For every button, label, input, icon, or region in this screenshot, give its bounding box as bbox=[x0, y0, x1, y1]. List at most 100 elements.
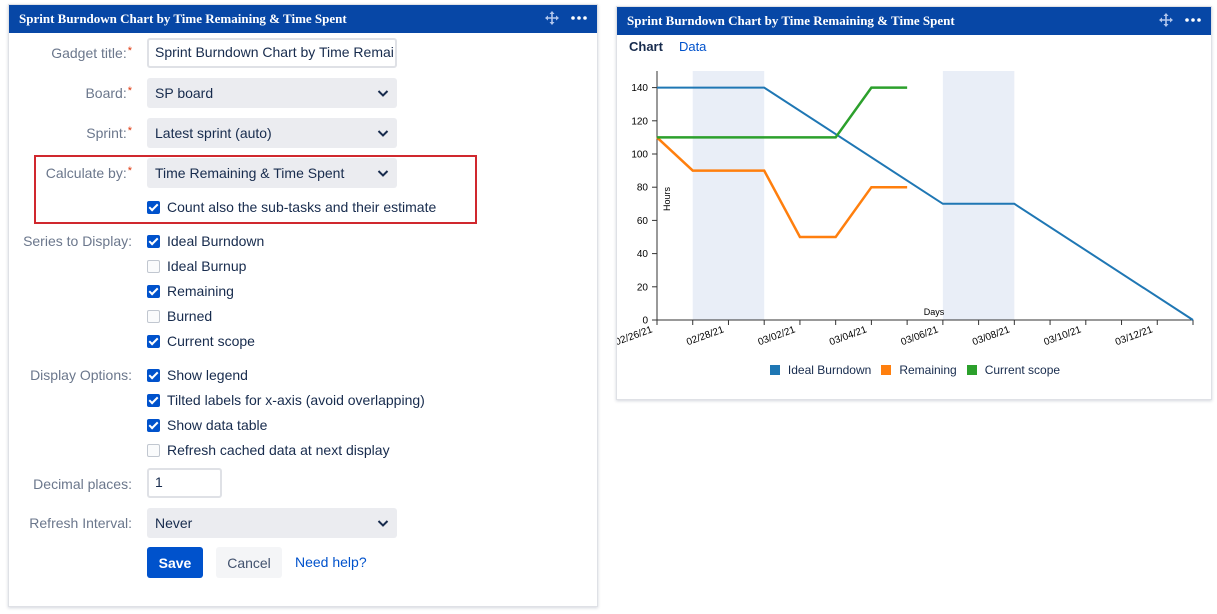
series-checkbox-label: Ideal Burndown bbox=[167, 233, 265, 249]
decimal-places-input[interactable]: 1 bbox=[147, 468, 222, 498]
series-checkbox-label: Current scope bbox=[167, 333, 255, 349]
weekend-band bbox=[942, 71, 1015, 320]
more-icon[interactable] bbox=[571, 16, 587, 20]
gadget-config-panel: Sprint Burndown Chart by Time Remaining … bbox=[8, 4, 598, 607]
option-label: Show legend bbox=[167, 367, 248, 383]
legend-label: Current scope bbox=[984, 363, 1061, 377]
checkbox-unchecked-icon bbox=[147, 259, 160, 273]
board-select-value: SP board bbox=[155, 85, 214, 101]
checkbox-checked-icon bbox=[147, 200, 160, 214]
calculate-by-select[interactable]: Time Remaining & Time Spent bbox=[147, 158, 397, 188]
need-help-link[interactable]: Need help? bbox=[295, 554, 367, 570]
legend-label: Remaining bbox=[899, 363, 957, 377]
weekend-band bbox=[692, 71, 765, 320]
x-tick-label: 03/12/21 bbox=[1114, 324, 1155, 348]
series-checkbox-remaining[interactable]: Remaining bbox=[147, 283, 234, 299]
legend-item: Ideal Burndown bbox=[769, 363, 872, 377]
move-icon[interactable] bbox=[1159, 13, 1173, 27]
refresh-interval-label: Refresh Interval: bbox=[29, 515, 132, 531]
cancel-button[interactable]: Cancel bbox=[216, 547, 282, 578]
series-checkbox-current-scope[interactable]: Current scope bbox=[147, 333, 255, 349]
y-tick-label: 0 bbox=[642, 316, 648, 327]
legend-label: Ideal Burndown bbox=[787, 363, 872, 377]
chevron-down-icon bbox=[377, 86, 389, 102]
checkbox-checked-icon bbox=[147, 368, 160, 382]
more-icon[interactable] bbox=[1185, 18, 1201, 22]
y-tick-label: 80 bbox=[637, 183, 649, 194]
move-icon[interactable] bbox=[545, 11, 559, 25]
subtasks-checkbox[interactable]: Count also the sub-tasks and their estim… bbox=[147, 199, 436, 215]
series-line-ideal-burndown bbox=[657, 86, 1194, 321]
x-tick-label: 03/08/21 bbox=[971, 324, 1012, 348]
x-tick-label: 02/28/21 bbox=[685, 324, 726, 348]
checkbox-checked-icon bbox=[147, 284, 160, 298]
board-label: Board:* bbox=[85, 85, 132, 101]
series-checkbox-ideal-burndown[interactable]: Ideal Burndown bbox=[147, 233, 264, 249]
checkbox-unchecked-icon bbox=[147, 443, 160, 457]
y-tick-label: 40 bbox=[637, 249, 649, 260]
x-axis-title: Days bbox=[924, 307, 945, 317]
x-tick-label: 03/02/21 bbox=[757, 324, 798, 348]
option-label: Refresh cached data at next display bbox=[167, 442, 390, 458]
chart-legend: Ideal Burndown Remaining Current scope bbox=[617, 363, 1213, 377]
y-tick-label: 60 bbox=[637, 216, 649, 227]
series-checkbox-label: Remaining bbox=[167, 283, 234, 299]
sprint-label: Sprint:* bbox=[86, 125, 132, 141]
legend-swatch bbox=[769, 365, 780, 375]
chevron-down-icon bbox=[377, 516, 389, 532]
series-checkbox-burned[interactable]: Burned bbox=[147, 308, 212, 324]
refresh-interval-value: Never bbox=[155, 515, 193, 531]
y-tick-label: 140 bbox=[631, 83, 648, 94]
series-checkbox-label: Burned bbox=[167, 308, 213, 324]
series-checkbox-ideal-burnup[interactable]: Ideal Burnup bbox=[147, 258, 246, 274]
subtasks-checkbox-label: Count also the sub-tasks and their estim… bbox=[167, 199, 437, 215]
option-show-legend[interactable]: Show legend bbox=[147, 367, 248, 383]
x-tick-label: 03/06/21 bbox=[900, 324, 941, 348]
sprint-select[interactable]: Latest sprint (auto) bbox=[147, 118, 397, 148]
tab-chart[interactable]: Chart bbox=[629, 39, 663, 54]
option-refresh-cache[interactable]: Refresh cached data at next display bbox=[147, 442, 390, 458]
calculate-by-value: Time Remaining & Time Spent bbox=[155, 165, 345, 181]
legend-swatch bbox=[966, 365, 977, 375]
y-tick-label: 120 bbox=[631, 116, 648, 127]
legend-swatch bbox=[881, 365, 892, 375]
chart-gadget-title: Sprint Burndown Chart by Time Remaining … bbox=[627, 13, 955, 28]
checkbox-checked-icon bbox=[147, 234, 160, 248]
gadget-title: Sprint Burndown Chart by Time Remaining … bbox=[19, 11, 347, 26]
y-tick-label: 20 bbox=[637, 282, 649, 293]
gadget-title-input[interactable]: Sprint Burndown Chart by Time Remai bbox=[147, 38, 397, 68]
x-tick-label: 03/10/21 bbox=[1042, 324, 1083, 348]
checkbox-checked-icon bbox=[147, 393, 160, 407]
gadget-title-label: Gadget title:* bbox=[51, 45, 132, 61]
series-line-remaining bbox=[656, 136, 908, 239]
refresh-interval-select[interactable]: Never bbox=[147, 508, 397, 538]
series-label: Series to Display: bbox=[23, 233, 132, 249]
option-label: Show data table bbox=[167, 417, 268, 433]
chevron-down-icon bbox=[377, 166, 389, 182]
checkbox-checked-icon bbox=[147, 418, 160, 432]
checkbox-unchecked-icon bbox=[147, 309, 160, 323]
option-label: Tilted labels for x-axis (avoid overlapp… bbox=[167, 392, 425, 408]
board-select[interactable]: SP board bbox=[147, 78, 397, 108]
sprint-select-value: Latest sprint (auto) bbox=[155, 125, 272, 141]
x-tick-label: 03/04/21 bbox=[828, 324, 869, 348]
series-checkbox-label: Ideal Burnup bbox=[167, 258, 247, 274]
y-axis-title: Hours bbox=[662, 187, 672, 212]
legend-item: Remaining bbox=[881, 363, 957, 377]
chart-tabs: Chart Data bbox=[629, 39, 706, 54]
chevron-down-icon bbox=[377, 126, 389, 142]
decimal-places-label: Decimal places: bbox=[33, 476, 132, 492]
chart-titlebar: Sprint Burndown Chart by Time Remaining … bbox=[617, 7, 1211, 35]
y-tick-label: 100 bbox=[631, 150, 648, 161]
option-show-data-table[interactable]: Show data table bbox=[147, 417, 267, 433]
legend-item: Current scope bbox=[966, 363, 1061, 377]
display-options-label: Display Options: bbox=[30, 367, 132, 383]
option-tilted-labels[interactable]: Tilted labels for x-axis (avoid overlapp… bbox=[147, 392, 425, 408]
series-line-current-scope bbox=[657, 86, 908, 139]
highlight-rectangle bbox=[34, 155, 477, 224]
save-button[interactable]: Save bbox=[147, 547, 203, 578]
x-tick-label: 02/26/21 bbox=[617, 324, 654, 348]
tab-data[interactable]: Data bbox=[678, 39, 707, 54]
chart-panel: Sprint Burndown Chart by Time Remaining … bbox=[616, 6, 1212, 400]
checkbox-checked-icon bbox=[147, 334, 160, 348]
